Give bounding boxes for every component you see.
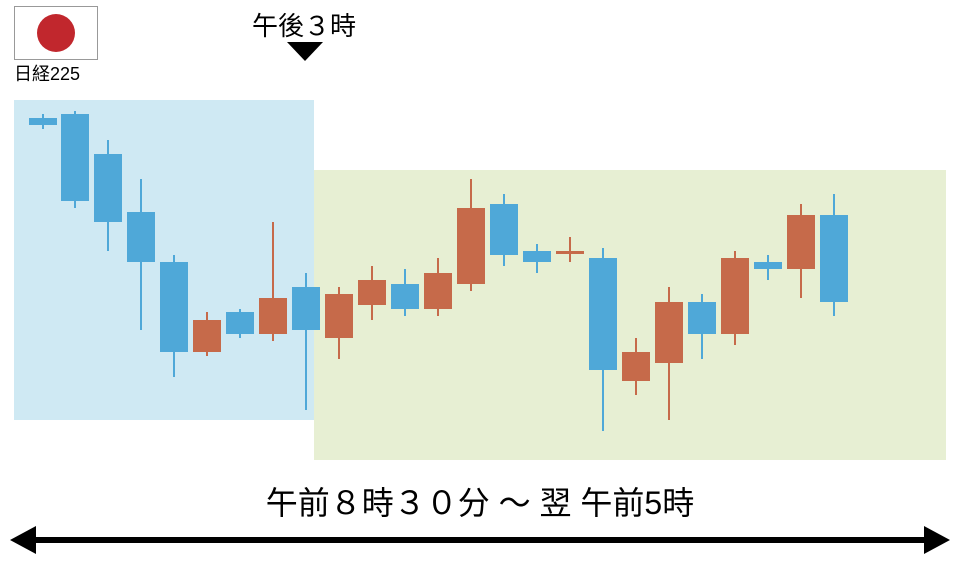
arrow-line — [34, 537, 926, 543]
arrow-head-right-icon — [924, 526, 950, 554]
arrow-head-left-icon — [10, 526, 36, 554]
trading-hours-arrow — [0, 0, 960, 567]
